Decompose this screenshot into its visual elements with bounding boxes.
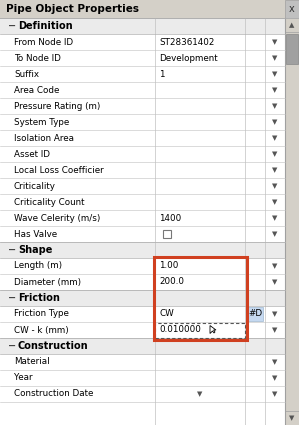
Text: ▼: ▼ [272, 71, 278, 77]
Text: ▼: ▼ [272, 167, 278, 173]
Bar [0, 98, 285, 114]
Text: Diameter (mm): Diameter (mm) [14, 278, 81, 286]
Bar [0, 258, 285, 274]
Text: Development: Development [159, 54, 218, 62]
Bar [0, 242, 285, 258]
Text: Wave Celerity (m/s): Wave Celerity (m/s) [14, 213, 100, 223]
Bar [286, 34, 298, 64]
Text: 0.010000: 0.010000 [159, 326, 201, 334]
Bar [285, 411, 299, 425]
Text: 1: 1 [159, 70, 164, 79]
Bar [0, 194, 285, 210]
Text: #D: #D [248, 309, 262, 318]
Text: CW: CW [159, 309, 174, 318]
Bar [247, 307, 263, 321]
Bar [0, 386, 285, 402]
Text: ▼: ▼ [272, 151, 278, 157]
Text: ▼: ▼ [272, 55, 278, 61]
Bar [0, 146, 285, 162]
Text: −: − [8, 341, 16, 351]
Text: ▼: ▼ [197, 391, 203, 397]
Bar [0, 354, 285, 370]
Text: ▼: ▼ [272, 135, 278, 141]
Text: x: x [289, 4, 295, 14]
Bar [0, 338, 285, 354]
Text: Year: Year [14, 374, 33, 382]
Text: Material: Material [14, 357, 50, 366]
Text: −: − [8, 21, 16, 31]
Text: ▼: ▼ [272, 87, 278, 93]
Bar [163, 230, 171, 238]
Bar [0, 162, 285, 178]
Polygon shape [210, 326, 216, 334]
Text: From Node ID: From Node ID [14, 37, 73, 46]
Text: Criticality Count: Criticality Count [14, 198, 85, 207]
Text: Definition: Definition [18, 21, 73, 31]
Text: ▼: ▼ [272, 279, 278, 285]
Text: To Node ID: To Node ID [14, 54, 61, 62]
Text: ▼: ▼ [272, 215, 278, 221]
Text: Criticality: Criticality [14, 181, 56, 190]
Text: Isolation Area: Isolation Area [14, 133, 74, 142]
Text: ▼: ▼ [272, 39, 278, 45]
Text: Shape: Shape [18, 245, 52, 255]
Text: CW - k (mm): CW - k (mm) [14, 326, 69, 334]
Text: ▼: ▼ [272, 391, 278, 397]
Bar [0, 210, 285, 226]
Text: −: − [8, 293, 16, 303]
Text: ▼: ▼ [272, 119, 278, 125]
Text: ▼: ▼ [272, 359, 278, 365]
Text: Suffix: Suffix [14, 70, 39, 79]
Bar [0, 306, 285, 322]
Text: ▼: ▼ [272, 199, 278, 205]
Bar [0, 370, 285, 386]
Text: ▼: ▼ [272, 311, 278, 317]
Text: ▼: ▼ [272, 103, 278, 109]
Text: Pressure Rating (m): Pressure Rating (m) [14, 102, 100, 111]
Text: Has Valve: Has Valve [14, 230, 57, 238]
Text: ▼: ▼ [272, 375, 278, 381]
Bar [285, 0, 299, 18]
Text: ▲: ▲ [289, 22, 295, 28]
Text: Area Code: Area Code [14, 85, 60, 94]
Text: ▼: ▼ [272, 263, 278, 269]
Text: ▼: ▼ [272, 183, 278, 189]
Bar [0, 226, 285, 242]
Bar [0, 50, 285, 66]
Text: Friction Type: Friction Type [14, 309, 69, 318]
Bar [153, 257, 246, 340]
Bar [0, 322, 285, 338]
Text: Length (m): Length (m) [14, 261, 62, 270]
Text: 1400: 1400 [159, 213, 181, 223]
Bar [0, 66, 285, 82]
Text: Local Loss Coefficier: Local Loss Coefficier [14, 165, 104, 175]
Text: ▼: ▼ [272, 231, 278, 237]
Bar [0, 82, 285, 98]
Text: Friction: Friction [18, 293, 60, 303]
Text: Pipe Object Properties: Pipe Object Properties [6, 4, 139, 14]
Bar [0, 130, 285, 146]
Bar [0, 18, 285, 34]
Bar [0, 34, 285, 50]
Bar [285, 18, 299, 425]
Bar [0, 178, 285, 194]
Bar [285, 18, 299, 32]
Text: Asset ID: Asset ID [14, 150, 50, 159]
Text: System Type: System Type [14, 117, 69, 127]
Text: Construction Date: Construction Date [14, 389, 93, 399]
Text: ST28361402: ST28361402 [159, 37, 214, 46]
Bar [0, 290, 285, 306]
Bar [155, 323, 245, 337]
Text: Construction: Construction [18, 341, 89, 351]
Text: ▼: ▼ [289, 415, 295, 421]
Bar [0, 0, 299, 18]
Text: −: − [8, 245, 16, 255]
Text: 1.00: 1.00 [159, 261, 179, 270]
Bar [0, 274, 285, 290]
Bar [0, 114, 285, 130]
Text: ▼: ▼ [272, 327, 278, 333]
Text: 200.0: 200.0 [159, 278, 184, 286]
